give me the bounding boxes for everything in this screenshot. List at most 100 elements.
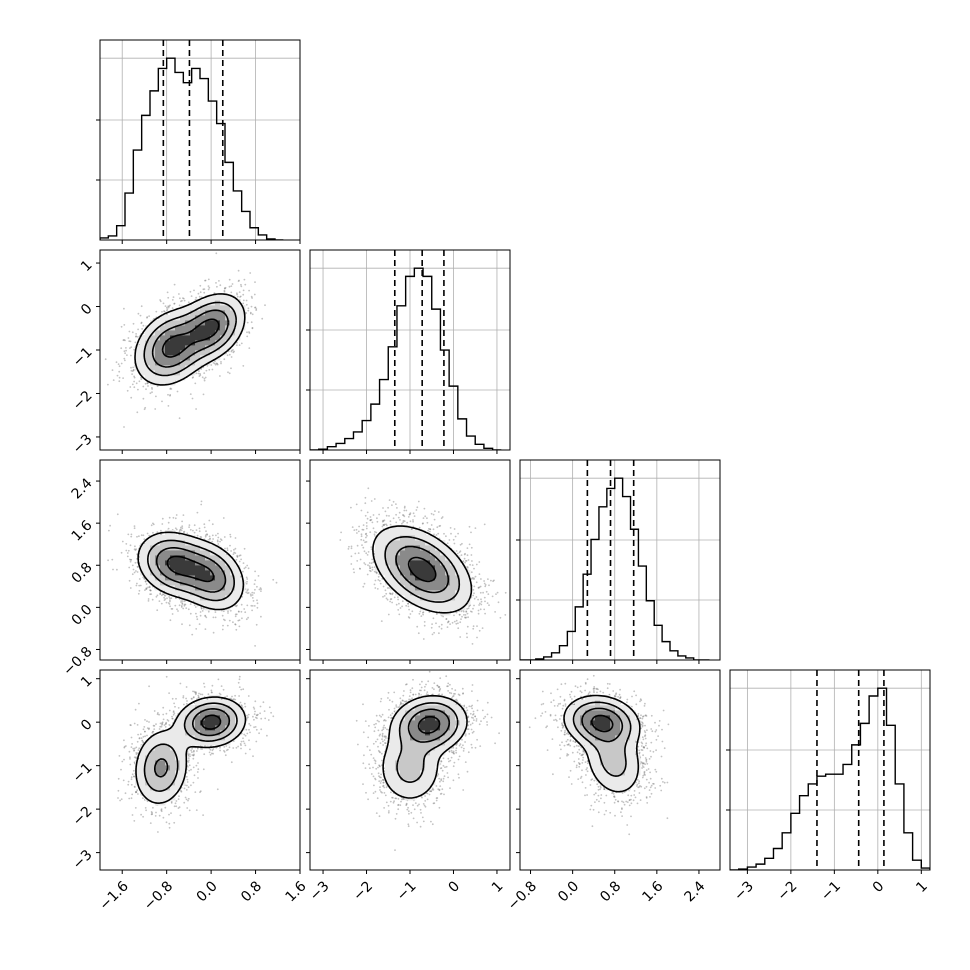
- scatter-point: [224, 287, 226, 290]
- scatter-point: [145, 588, 148, 590]
- density-cell: [170, 580, 176, 586]
- scatter-point: [167, 296, 170, 299]
- marginal-panel-0: [96, 39, 301, 241]
- scatter-point: [405, 509, 408, 512]
- density-cell: [205, 325, 211, 331]
- scatter-point: [208, 368, 211, 371]
- density-cell: [140, 555, 146, 561]
- scatter-point: [144, 580, 147, 583]
- scatter-point: [202, 393, 205, 396]
- density-cell: [210, 335, 216, 341]
- scatter-point: [145, 587, 148, 590]
- density-cell: [210, 595, 216, 601]
- density-cell: [180, 330, 186, 336]
- scatter-point: [226, 547, 229, 550]
- density-cell: [185, 580, 191, 586]
- density-cell: [195, 575, 201, 581]
- scatter-point: [198, 295, 201, 298]
- density-cell: [180, 565, 186, 571]
- histogram-step-2: [520, 477, 710, 660]
- scatter-point: [169, 394, 172, 396]
- density-cell: [210, 585, 216, 591]
- scatter-point: [215, 252, 218, 255]
- density-cell: [165, 330, 171, 336]
- scatter-point: [180, 526, 182, 529]
- density-cell: [165, 355, 171, 361]
- density-cell: [170, 570, 176, 576]
- scatter-point: [238, 560, 241, 563]
- density-cell: [135, 365, 141, 371]
- scatter-point: [234, 537, 237, 539]
- density-cell: [210, 325, 216, 331]
- density-cell: [190, 580, 196, 586]
- scatter-point: [248, 331, 250, 333]
- density-cell: [135, 350, 141, 356]
- scatter-point: [253, 583, 256, 585]
- scatter-point: [182, 514, 185, 516]
- density-cell: [240, 320, 246, 326]
- scatter-point: [130, 369, 133, 372]
- scatter-point: [133, 548, 136, 551]
- density-cell: [170, 565, 176, 571]
- scatter-point: [192, 529, 194, 532]
- density-cell: [190, 590, 196, 596]
- density-cell: [180, 320, 186, 326]
- contour-level: [134, 293, 246, 386]
- scatter-point: [239, 554, 242, 557]
- density-cell: [190, 315, 196, 321]
- density-cell: [175, 540, 181, 546]
- density-cell: [195, 565, 201, 571]
- density-cell: [180, 365, 186, 371]
- scatter-point: [257, 575, 260, 577]
- scatter-point: [169, 600, 171, 603]
- scatter-point: [223, 358, 226, 361]
- density-cell: [215, 335, 221, 341]
- scatter-point: [158, 600, 161, 602]
- scatter-point: [169, 597, 171, 600]
- scatter-point: [232, 351, 235, 354]
- scatter-point: [167, 405, 170, 407]
- density-cell: [215, 575, 221, 581]
- density-cell: [180, 575, 186, 581]
- scatter-point: [204, 534, 207, 537]
- scatter-point: [240, 610, 243, 613]
- scatter-point: [143, 578, 146, 580]
- scatter-point: [194, 382, 197, 385]
- density-cell: [215, 550, 221, 556]
- scatter-point: [132, 568, 135, 571]
- scatter-point: [251, 327, 254, 330]
- density-cell: [235, 570, 241, 576]
- scatter-point: [169, 388, 172, 390]
- scatter-point: [151, 598, 154, 601]
- density-cell: [170, 535, 176, 541]
- density-cell: [240, 310, 246, 316]
- scatter-point: [120, 362, 123, 365]
- density-cell: [205, 340, 211, 346]
- density-cell: [140, 340, 146, 346]
- density-cell: [140, 335, 146, 341]
- scatter-point: [155, 595, 158, 598]
- scatter-point: [156, 609, 159, 612]
- density-cell: [140, 365, 146, 371]
- scatter-point: [211, 523, 214, 526]
- scatter-point: [139, 584, 142, 587]
- scatter-point: [128, 566, 131, 569]
- scatter-point: [205, 616, 208, 619]
- scatter-point: [220, 362, 222, 365]
- density-cell: [160, 555, 166, 561]
- density-cell: [210, 320, 216, 326]
- scatter-point: [191, 633, 194, 636]
- density-cell: [175, 320, 181, 326]
- scatter-point: [163, 310, 165, 312]
- scatter-point: [247, 592, 250, 594]
- scatter-point: [169, 619, 172, 622]
- scatter-point: [170, 597, 173, 600]
- scatter-point: [142, 324, 145, 327]
- density-cell: [180, 340, 186, 346]
- scatter-point: [123, 307, 125, 310]
- scatter-point: [238, 610, 240, 613]
- scatter-point: [128, 340, 131, 342]
- density-cell: [155, 585, 161, 591]
- scatter-point: [212, 362, 215, 364]
- scatter-point: [203, 372, 206, 374]
